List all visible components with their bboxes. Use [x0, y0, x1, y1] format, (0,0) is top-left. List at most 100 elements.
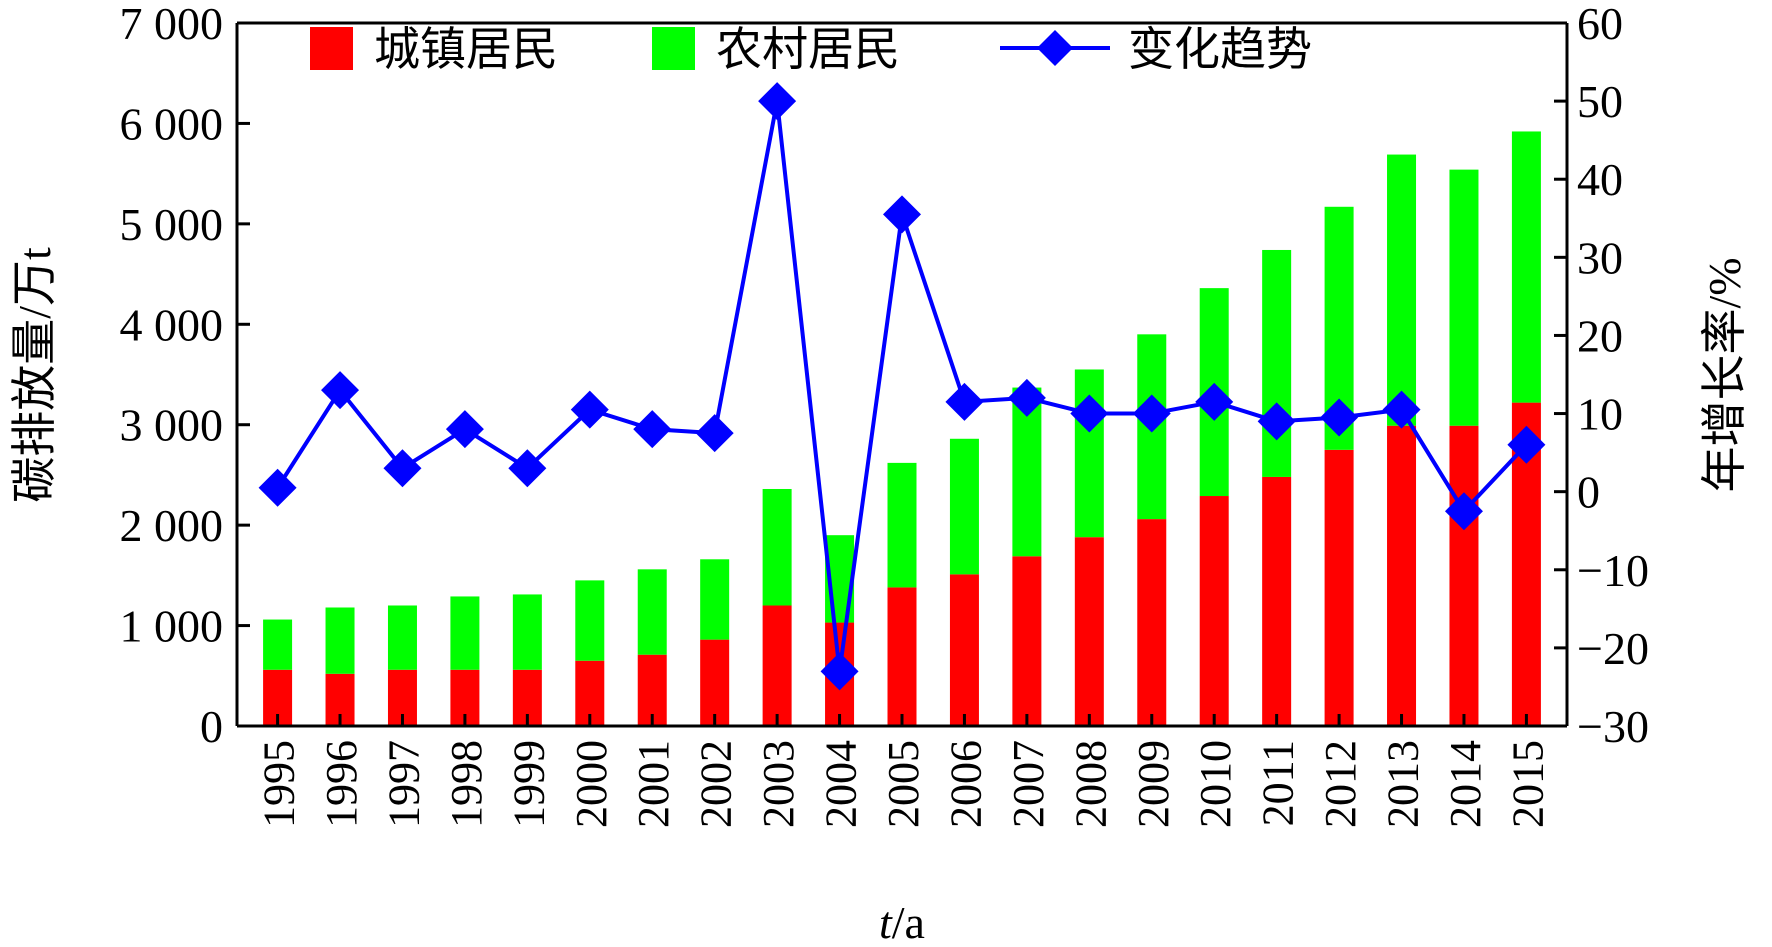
x-tick-label: 2005: [879, 740, 928, 828]
bar-urban-2010: [1199, 496, 1229, 726]
bar-urban-2003: [762, 605, 792, 726]
bar-rural-2006: [949, 438, 979, 575]
right-tick-label: 0: [1577, 467, 1600, 518]
x-axis-title-unit: /a: [892, 897, 925, 947]
right-y-ticks: −30 −20 −10 0 10 20 30 40 50 60: [1554, 0, 1649, 752]
trend-point-1996: [321, 371, 360, 410]
trend-point-2001: [633, 410, 672, 449]
bar-rural-1999: [512, 594, 542, 670]
bar-rural-1998: [450, 596, 480, 670]
bar-rural-2014: [1449, 169, 1479, 426]
trend-point-2015: [1507, 425, 1546, 464]
x-tick-label: 2001: [629, 740, 678, 828]
right-tick-label: 50: [1577, 76, 1623, 127]
left-tick-label: 6 000: [120, 98, 224, 149]
trend-point-2010: [1195, 382, 1234, 421]
legend-label-trend: 变化趋势: [1128, 24, 1312, 75]
right-tick-label: −30: [1577, 701, 1649, 752]
x-tick-label: 1996: [317, 740, 366, 828]
x-tick-label: 2010: [1191, 740, 1240, 828]
x-ticks: 1995 1996 1997 1998 1999 2000 2001 2002 2003 2004…: [255, 714, 1552, 828]
x-tick-label: 2007: [1004, 740, 1053, 828]
x-tick-label: 1997: [379, 740, 428, 828]
left-tick-label: 2 000: [120, 500, 224, 551]
legend-swatch-trend-marker: [1037, 30, 1073, 66]
right-tick-label: −20: [1577, 623, 1649, 674]
x-tick-label: 2000: [567, 740, 616, 828]
y-axis-title: 碳排放量/万t: [9, 247, 60, 503]
bar-rural-2015: [1511, 131, 1541, 403]
trend-point-2009: [1132, 394, 1171, 433]
left-tick-label: 1 000: [120, 601, 224, 652]
trend-point-2000: [570, 390, 609, 429]
x-tick-label: 2015: [1503, 740, 1552, 828]
trend-point-2013: [1382, 390, 1421, 429]
bar-urban-2012: [1324, 449, 1354, 726]
trend-point-1998: [445, 410, 484, 449]
bar-rural-2002: [700, 559, 730, 640]
bar-rural-2013: [1387, 154, 1417, 426]
left-tick-label: 0: [200, 701, 223, 752]
x-axis-title-italic: t: [879, 897, 893, 947]
trend-point-2003: [758, 82, 797, 121]
bar-urban-2007: [1012, 556, 1042, 726]
legend: 城镇居民 农村居民 变化趋势: [310, 24, 1312, 75]
x-axis-title: t/a: [879, 897, 925, 947]
legend-label-urban: 城镇居民: [374, 24, 558, 75]
bar-urban-2013: [1387, 425, 1417, 726]
right-tick-label: 60: [1577, 0, 1623, 49]
bar-urban-2006: [949, 574, 979, 726]
left-tick-label: 4 000: [120, 299, 224, 350]
bar-rural-2011: [1262, 249, 1292, 477]
left-y-ticks: 0 1 000 2 000 3 000 4 000 5 000 6 000 7 000: [120, 0, 250, 752]
x-tick-label: 2006: [941, 740, 990, 828]
bar-rural-1996: [325, 607, 355, 674]
right-tick-label: 10: [1577, 389, 1623, 440]
right-tick-label: 20: [1577, 310, 1623, 361]
right-tick-label: 30: [1577, 232, 1623, 283]
x-tick-label: 2011: [1254, 740, 1303, 826]
left-tick-label: 5 000: [120, 199, 224, 250]
legend-swatch-rural: [652, 27, 695, 70]
trend-point-1995: [258, 468, 297, 507]
legend-swatch-urban: [310, 27, 353, 70]
bar-rural-1995: [263, 619, 293, 670]
bar-urban-2008: [1074, 537, 1104, 726]
x-tick-label: 2003: [754, 740, 803, 828]
x-tick-label: 2013: [1379, 740, 1428, 828]
bar-rural-2000: [575, 580, 605, 661]
bar-urban-2014: [1449, 425, 1479, 726]
trend-line-layer: [258, 82, 1546, 691]
x-tick-label: 2004: [817, 740, 866, 828]
trend-point-2007: [1007, 378, 1046, 417]
x-tick-label: 2012: [1316, 740, 1365, 828]
bar-rural-1997: [387, 605, 417, 670]
trend-point-1997: [383, 449, 422, 488]
trend-point-2002: [695, 414, 734, 453]
trend-point-1999: [508, 449, 547, 488]
trend-point-2014: [1444, 492, 1483, 531]
x-tick-label: 2014: [1441, 740, 1490, 828]
legend-label-rural: 农村居民: [716, 24, 900, 75]
trend-point-2011: [1257, 402, 1296, 441]
x-tick-label: 2002: [692, 740, 741, 828]
bar-urban-2011: [1262, 476, 1292, 726]
bar-rural-2003: [762, 488, 792, 606]
x-tick-label: 2009: [1129, 740, 1178, 828]
x-tick-label: 1998: [442, 740, 491, 828]
left-tick-label: 7 000: [120, 0, 224, 49]
x-tick-label: 2008: [1066, 740, 1115, 828]
bar-rural-2005: [887, 462, 917, 588]
trend-point-2004: [820, 652, 859, 691]
x-tick-label: 1999: [504, 740, 553, 828]
trend-point-2008: [1070, 394, 1109, 433]
right-tick-label: 40: [1577, 154, 1623, 205]
bar-urban-2009: [1137, 519, 1167, 726]
bar-rural-2001: [637, 569, 667, 655]
bar-urban-2005: [887, 587, 917, 726]
x-tick-label: 1995: [255, 740, 304, 828]
trend-point-2006: [945, 382, 984, 421]
left-tick-label: 3 000: [120, 400, 224, 451]
trend-point-2005: [883, 195, 921, 234]
